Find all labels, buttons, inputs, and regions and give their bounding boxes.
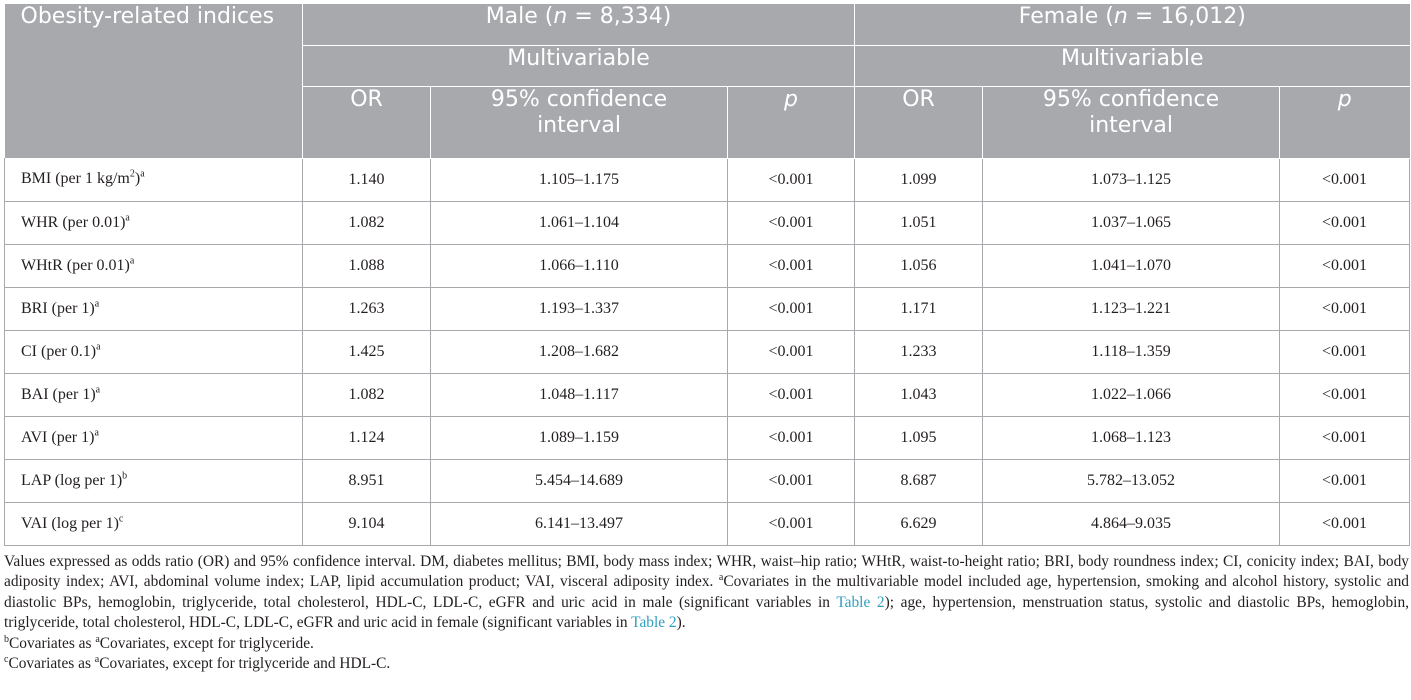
row-label: VAI (log per 1)c (4, 502, 303, 546)
row-label: WHtR (per 0.01)a (4, 244, 303, 288)
male-or-cell: 1.082 (302, 201, 431, 245)
male-or-cell: 1.263 (302, 287, 431, 331)
female-p-cell: <0.001 (1279, 330, 1411, 374)
table-row: BRI (per 1)a 1.263 1.193–1.337 <0.001 1.… (4, 287, 1411, 331)
female-p-cell: <0.001 (1279, 201, 1411, 245)
male-ci-cell: 1.208–1.682 (430, 330, 728, 374)
male-ci-cell: 1.061–1.104 (430, 201, 728, 245)
female-ci-cell: 1.037–1.065 (982, 201, 1280, 245)
male-p-cell: <0.001 (726, 330, 855, 374)
row-label: LAP (log per 1)b (4, 459, 303, 503)
male-p-cell: <0.001 (726, 287, 855, 331)
table-row: BAI (per 1)a 1.082 1.048–1.117 <0.001 1.… (4, 373, 1411, 417)
male-p-cell: <0.001 (726, 416, 855, 460)
female-p-cell: <0.001 (1279, 158, 1411, 202)
female-ci-cell: 1.118–1.359 (982, 330, 1280, 374)
table-row: CI (per 0.1)a 1.425 1.208–1.682 <0.001 1… (4, 330, 1411, 374)
female-p-cell: <0.001 (1279, 416, 1411, 460)
table-row: LAP (log per 1)b 8.951 5.454–14.689 <0.0… (4, 459, 1411, 503)
male-or-cell: 8.951 (302, 459, 431, 503)
female-or-cell: 1.043 (854, 373, 983, 417)
male-p-header: p (726, 86, 855, 159)
female-or-cell: 6.629 (854, 502, 983, 546)
female-ci-cell: 1.041–1.070 (982, 244, 1280, 288)
row-label: BRI (per 1)a (4, 287, 303, 331)
footnote-c: cCovariates as aCovariates, except for t… (4, 653, 391, 672)
female-p-cell: <0.001 (1279, 502, 1411, 546)
table-row: AVI (per 1)a 1.124 1.089–1.159 <0.001 1.… (4, 416, 1411, 460)
male-or-cell: 1.088 (302, 244, 431, 288)
male-model-header: Multivariable (301, 45, 855, 87)
female-or-cell: 1.099 (854, 158, 983, 202)
female-ci-cell: 1.123–1.221 (982, 287, 1280, 331)
female-or-cell: 1.171 (854, 287, 983, 331)
table-2-link[interactable]: Table 2 (631, 614, 677, 631)
male-ci-cell: 1.089–1.159 (430, 416, 728, 460)
row-label: BAI (per 1)a (4, 373, 303, 417)
female-p-header: p (1279, 86, 1410, 159)
header-row-model: Multivariable Multivariable (4, 45, 1410, 87)
row-label: WHR (per 0.01)a (4, 201, 303, 245)
table-footnotes: Values expressed as odds ratio (OR) and … (4, 552, 1409, 675)
female-or-cell: 1.095 (854, 416, 983, 460)
female-or-cell: 1.056 (854, 244, 983, 288)
female-or-cell: 8.687 (854, 459, 983, 503)
female-model-header: Multivariable (854, 45, 1410, 87)
results-table: Obesity-related indices Male (n = 8,334)… (4, 4, 1411, 546)
female-ci-cell: 4.864–9.035 (982, 502, 1280, 546)
female-or-cell: 1.051 (854, 201, 983, 245)
male-or-cell: 1.124 (302, 416, 431, 460)
header-row-columns: OR 95% confidence interval p OR 95% confi… (4, 86, 1410, 159)
female-p-cell: <0.001 (1279, 287, 1411, 331)
male-ci-cell: 1.193–1.337 (430, 287, 728, 331)
male-or-cell: 1.082 (302, 373, 431, 417)
table-row: BMI (per 1 kg/m2)a 1.140 1.105–1.175 <0.… (4, 158, 1411, 202)
table-2-link[interactable]: Table 2 (836, 593, 885, 611)
female-ci-cell: 1.073–1.125 (982, 158, 1280, 202)
male-p-cell: <0.001 (726, 201, 855, 245)
row-label: BMI (per 1 kg/m2)a (4, 158, 303, 202)
male-ci-cell: 1.066–1.110 (430, 244, 728, 288)
header-row-group: Obesity-related indices Male (n = 8,334)… (4, 4, 1410, 46)
table-row: VAI (log per 1)c 9.104 6.141–13.497 <0.0… (4, 502, 1411, 546)
female-or-header: OR (854, 86, 983, 159)
male-or-cell: 1.425 (302, 330, 431, 374)
footnote-main: Values expressed as odds ratio (OR) and … (4, 552, 1409, 632)
male-p-cell: <0.001 (726, 244, 855, 288)
male-ci-cell: 1.105–1.175 (430, 158, 728, 202)
male-ci-cell: 6.141–13.497 (430, 502, 728, 546)
female-ci-cell: 1.068–1.123 (982, 416, 1280, 460)
table-row: WHR (per 0.01)a 1.082 1.061–1.104 <0.001… (4, 201, 1411, 245)
male-p-cell: <0.001 (726, 373, 855, 417)
male-or-cell: 1.140 (302, 158, 431, 202)
female-ci-cell: 5.782–13.052 (982, 459, 1280, 503)
female-or-cell: 1.233 (854, 330, 983, 374)
male-p-cell: <0.001 (726, 459, 855, 503)
male-ci-cell: 5.454–14.689 (430, 459, 728, 503)
female-p-cell: <0.001 (1279, 373, 1411, 417)
row-label: AVI (per 1)a (4, 416, 303, 460)
row-label: CI (per 0.1)a (4, 330, 303, 374)
indices-header: Obesity-related indices (4, 4, 303, 45)
table-wrapper: Obesity-related indices Male (n = 8,334)… (4, 4, 1411, 675)
female-p-cell: <0.001 (1279, 459, 1411, 503)
female-ci-cell: 1.022–1.066 (982, 373, 1280, 417)
footnote-b: bCovariates as aCovariates, except for t… (4, 633, 314, 652)
male-ci-cell: 1.048–1.117 (430, 373, 728, 417)
female-group-header: Female (n = 16,012) (854, 4, 1410, 46)
female-ci-header: 95% confidence interval (982, 86, 1280, 159)
male-or-cell: 9.104 (302, 502, 431, 546)
male-or-header: OR (302, 86, 431, 159)
female-p-cell: <0.001 (1279, 244, 1411, 288)
male-group-header: Male (n = 8,334) (301, 4, 855, 46)
male-p-cell: <0.001 (726, 502, 855, 546)
table-row: WHtR (per 0.01)a 1.088 1.066–1.110 <0.00… (4, 244, 1411, 288)
male-ci-header: 95% confidence interval (430, 86, 728, 159)
male-p-cell: <0.001 (726, 158, 855, 202)
